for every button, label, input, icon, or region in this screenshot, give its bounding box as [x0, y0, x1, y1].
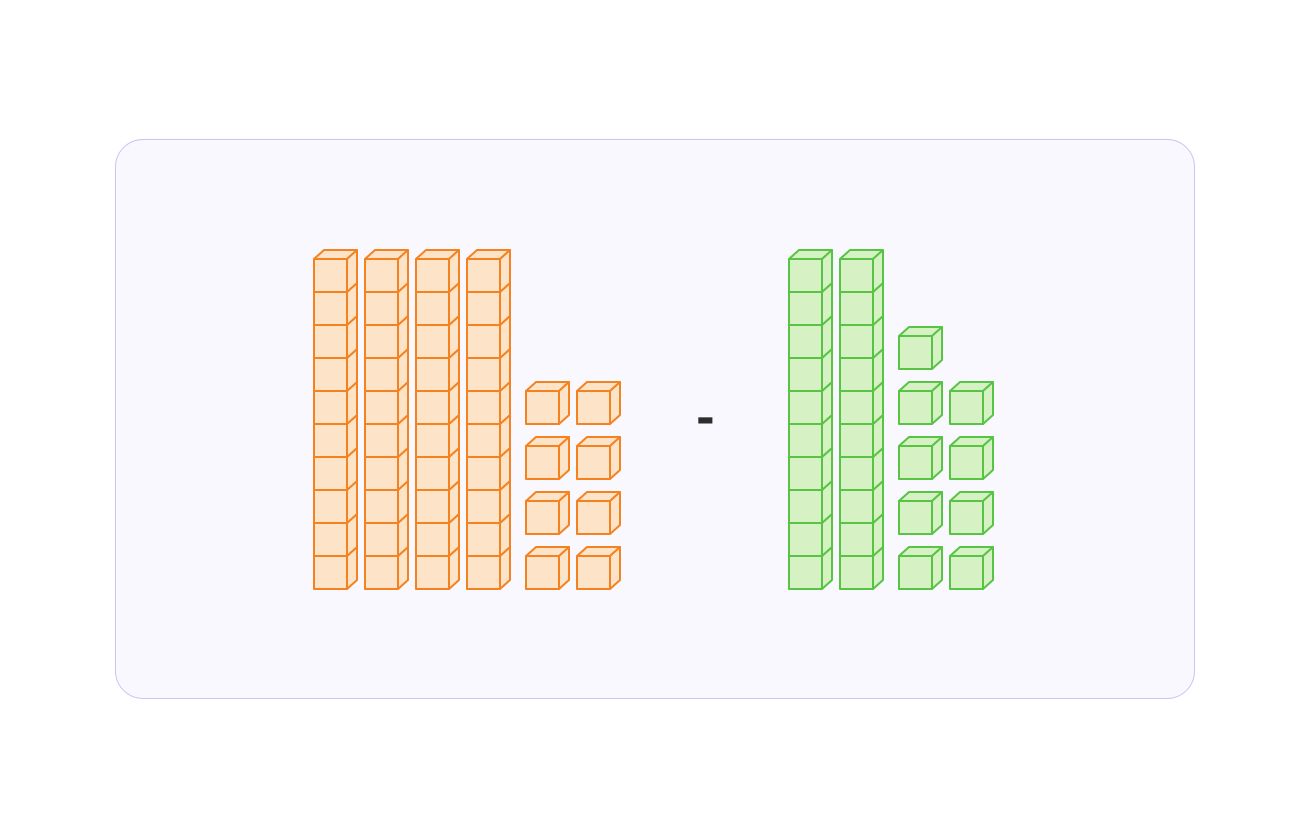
- left-blocks-group: [311, 245, 625, 592]
- unit-cube: [950, 492, 993, 534]
- blocks-svg: [311, 245, 625, 592]
- unit-cube: [526, 382, 569, 424]
- unit-cube: [899, 547, 942, 589]
- unit-cube: [526, 437, 569, 479]
- diagram-panel: -: [115, 139, 1195, 699]
- unit-cube: [950, 382, 993, 424]
- unit-cube: [789, 250, 832, 292]
- unit-cube: [899, 492, 942, 534]
- right-blocks-group: [786, 245, 998, 592]
- unit-cube: [577, 437, 620, 479]
- unit-cube: [365, 250, 408, 292]
- unit-cube: [899, 382, 942, 424]
- unit-cube: [416, 250, 459, 292]
- diagram-stage: -: [116, 140, 1194, 698]
- minus-operator: -: [695, 395, 717, 443]
- unit-cube: [314, 250, 357, 292]
- unit-cube: [577, 492, 620, 534]
- unit-cube: [526, 547, 569, 589]
- unit-cube: [899, 327, 942, 369]
- unit-cube: [577, 547, 620, 589]
- unit-cube: [526, 492, 569, 534]
- unit-cube: [840, 250, 883, 292]
- unit-cube: [899, 437, 942, 479]
- unit-cube: [467, 250, 510, 292]
- unit-cube: [577, 382, 620, 424]
- blocks-svg: [786, 245, 998, 592]
- unit-cube: [950, 437, 993, 479]
- unit-cube: [950, 547, 993, 589]
